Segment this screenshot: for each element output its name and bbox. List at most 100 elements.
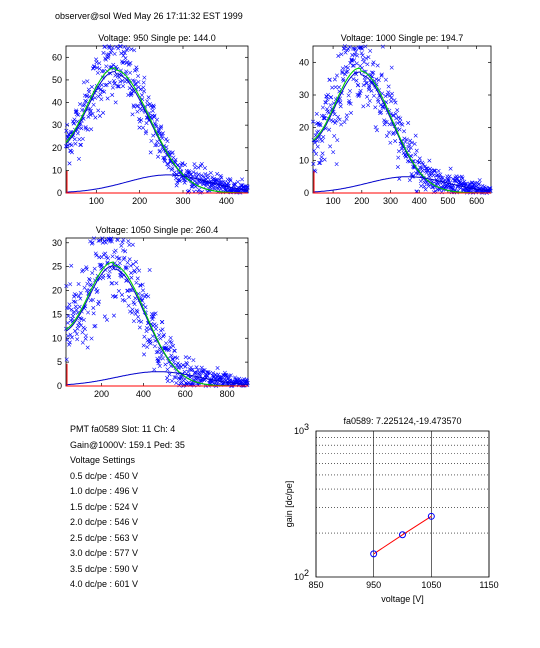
data-point: [80, 330, 85, 335]
data-point: [436, 168, 441, 173]
data-point: [356, 94, 361, 99]
data-point: [224, 374, 229, 379]
panel-title: Voltage: 1050 Single pe: 260.4: [96, 225, 219, 235]
data-point: [205, 374, 210, 379]
data-point: [338, 100, 343, 105]
data-point: [352, 52, 357, 57]
data-point: [311, 161, 316, 166]
data-point: [115, 238, 120, 243]
data-point: [81, 268, 86, 273]
data-point: [78, 290, 83, 295]
data-point: [112, 294, 118, 299]
data-point: [110, 281, 115, 286]
data-point: [373, 125, 378, 130]
data-point: [92, 324, 97, 329]
data-point: [110, 85, 115, 90]
data-point: [129, 275, 134, 280]
data-point: [435, 173, 440, 178]
data-point: [460, 176, 465, 181]
data-point: [117, 256, 122, 261]
data-point: [138, 283, 143, 288]
data-point: [417, 156, 422, 161]
data-point: [315, 144, 320, 149]
data-point: [125, 46, 130, 51]
data-point: [341, 78, 346, 83]
data-point: [199, 365, 204, 370]
data-point: [107, 44, 112, 49]
data-point: [137, 117, 142, 122]
data-point: [138, 87, 143, 92]
y-tick-label: 30: [52, 238, 62, 248]
data-point: [101, 50, 106, 55]
data-point: [327, 127, 332, 132]
data-point: [388, 140, 393, 145]
data-point: [204, 370, 209, 375]
data-point: [91, 102, 96, 107]
data-point: [109, 48, 114, 53]
data-point: [133, 296, 138, 301]
data-point: [179, 375, 184, 380]
data-point: [319, 155, 324, 160]
data-point: [87, 89, 92, 94]
data-point: [379, 72, 384, 77]
data-point: [160, 356, 165, 361]
data-point: [118, 44, 123, 49]
data-point: [334, 118, 339, 123]
voltage-setting-row: 2.0 dc/pe : 546 V: [70, 517, 139, 527]
y-axis-label: gain [dc/pe]: [284, 481, 294, 528]
x-tick-label: 850: [308, 580, 323, 590]
data-point: [160, 136, 165, 141]
data-point: [96, 299, 101, 304]
y-tick-label: 10: [294, 572, 304, 582]
x-tick-label: 400: [136, 389, 151, 399]
data-point: [192, 383, 197, 388]
data-point: [64, 357, 69, 362]
data-point: [89, 127, 94, 132]
y-tick-label: 10: [299, 155, 309, 165]
data-point: [78, 142, 83, 147]
data-point: [67, 302, 72, 307]
data-point: [312, 148, 317, 153]
data-point: [73, 299, 78, 304]
data-point: [145, 344, 150, 350]
data-point: [439, 175, 444, 180]
data-point: [199, 161, 204, 166]
data-point: [127, 242, 132, 247]
data-point: [67, 161, 72, 166]
y-tick-label: 25: [52, 262, 62, 272]
data-point: [159, 124, 164, 129]
data-point: [206, 175, 211, 180]
data-point: [97, 61, 102, 66]
data-point: [139, 93, 144, 98]
y-tick-exponent: 3: [304, 422, 309, 432]
data-point: [317, 160, 322, 165]
data-point: [175, 180, 180, 185]
data-point: [351, 46, 356, 51]
data-point: [177, 383, 182, 388]
data-point: [360, 57, 365, 62]
data-point: [73, 109, 78, 114]
data-point: [127, 86, 132, 91]
voltage-settings-heading: Voltage Settings: [70, 455, 136, 465]
data-point: [336, 53, 341, 58]
y-tick-label: 30: [52, 120, 62, 130]
data-point: [88, 112, 93, 117]
data-point: [65, 122, 70, 127]
data-point: [151, 104, 156, 109]
data-point: [66, 305, 71, 310]
data-point: [329, 95, 334, 100]
data-point: [69, 263, 74, 268]
data-point: [168, 335, 173, 340]
x-tick-label: 400: [219, 196, 234, 206]
data-point: [196, 165, 201, 170]
x-tick-label: 200: [354, 196, 369, 206]
data-point: [383, 119, 388, 124]
data-point: [445, 178, 450, 183]
data-point: [320, 138, 325, 143]
data-point: [66, 333, 71, 338]
data-point: [164, 137, 169, 142]
data-point: [113, 73, 118, 78]
data-point: [72, 117, 77, 122]
data-point: [346, 46, 351, 51]
data-point: [132, 302, 137, 307]
